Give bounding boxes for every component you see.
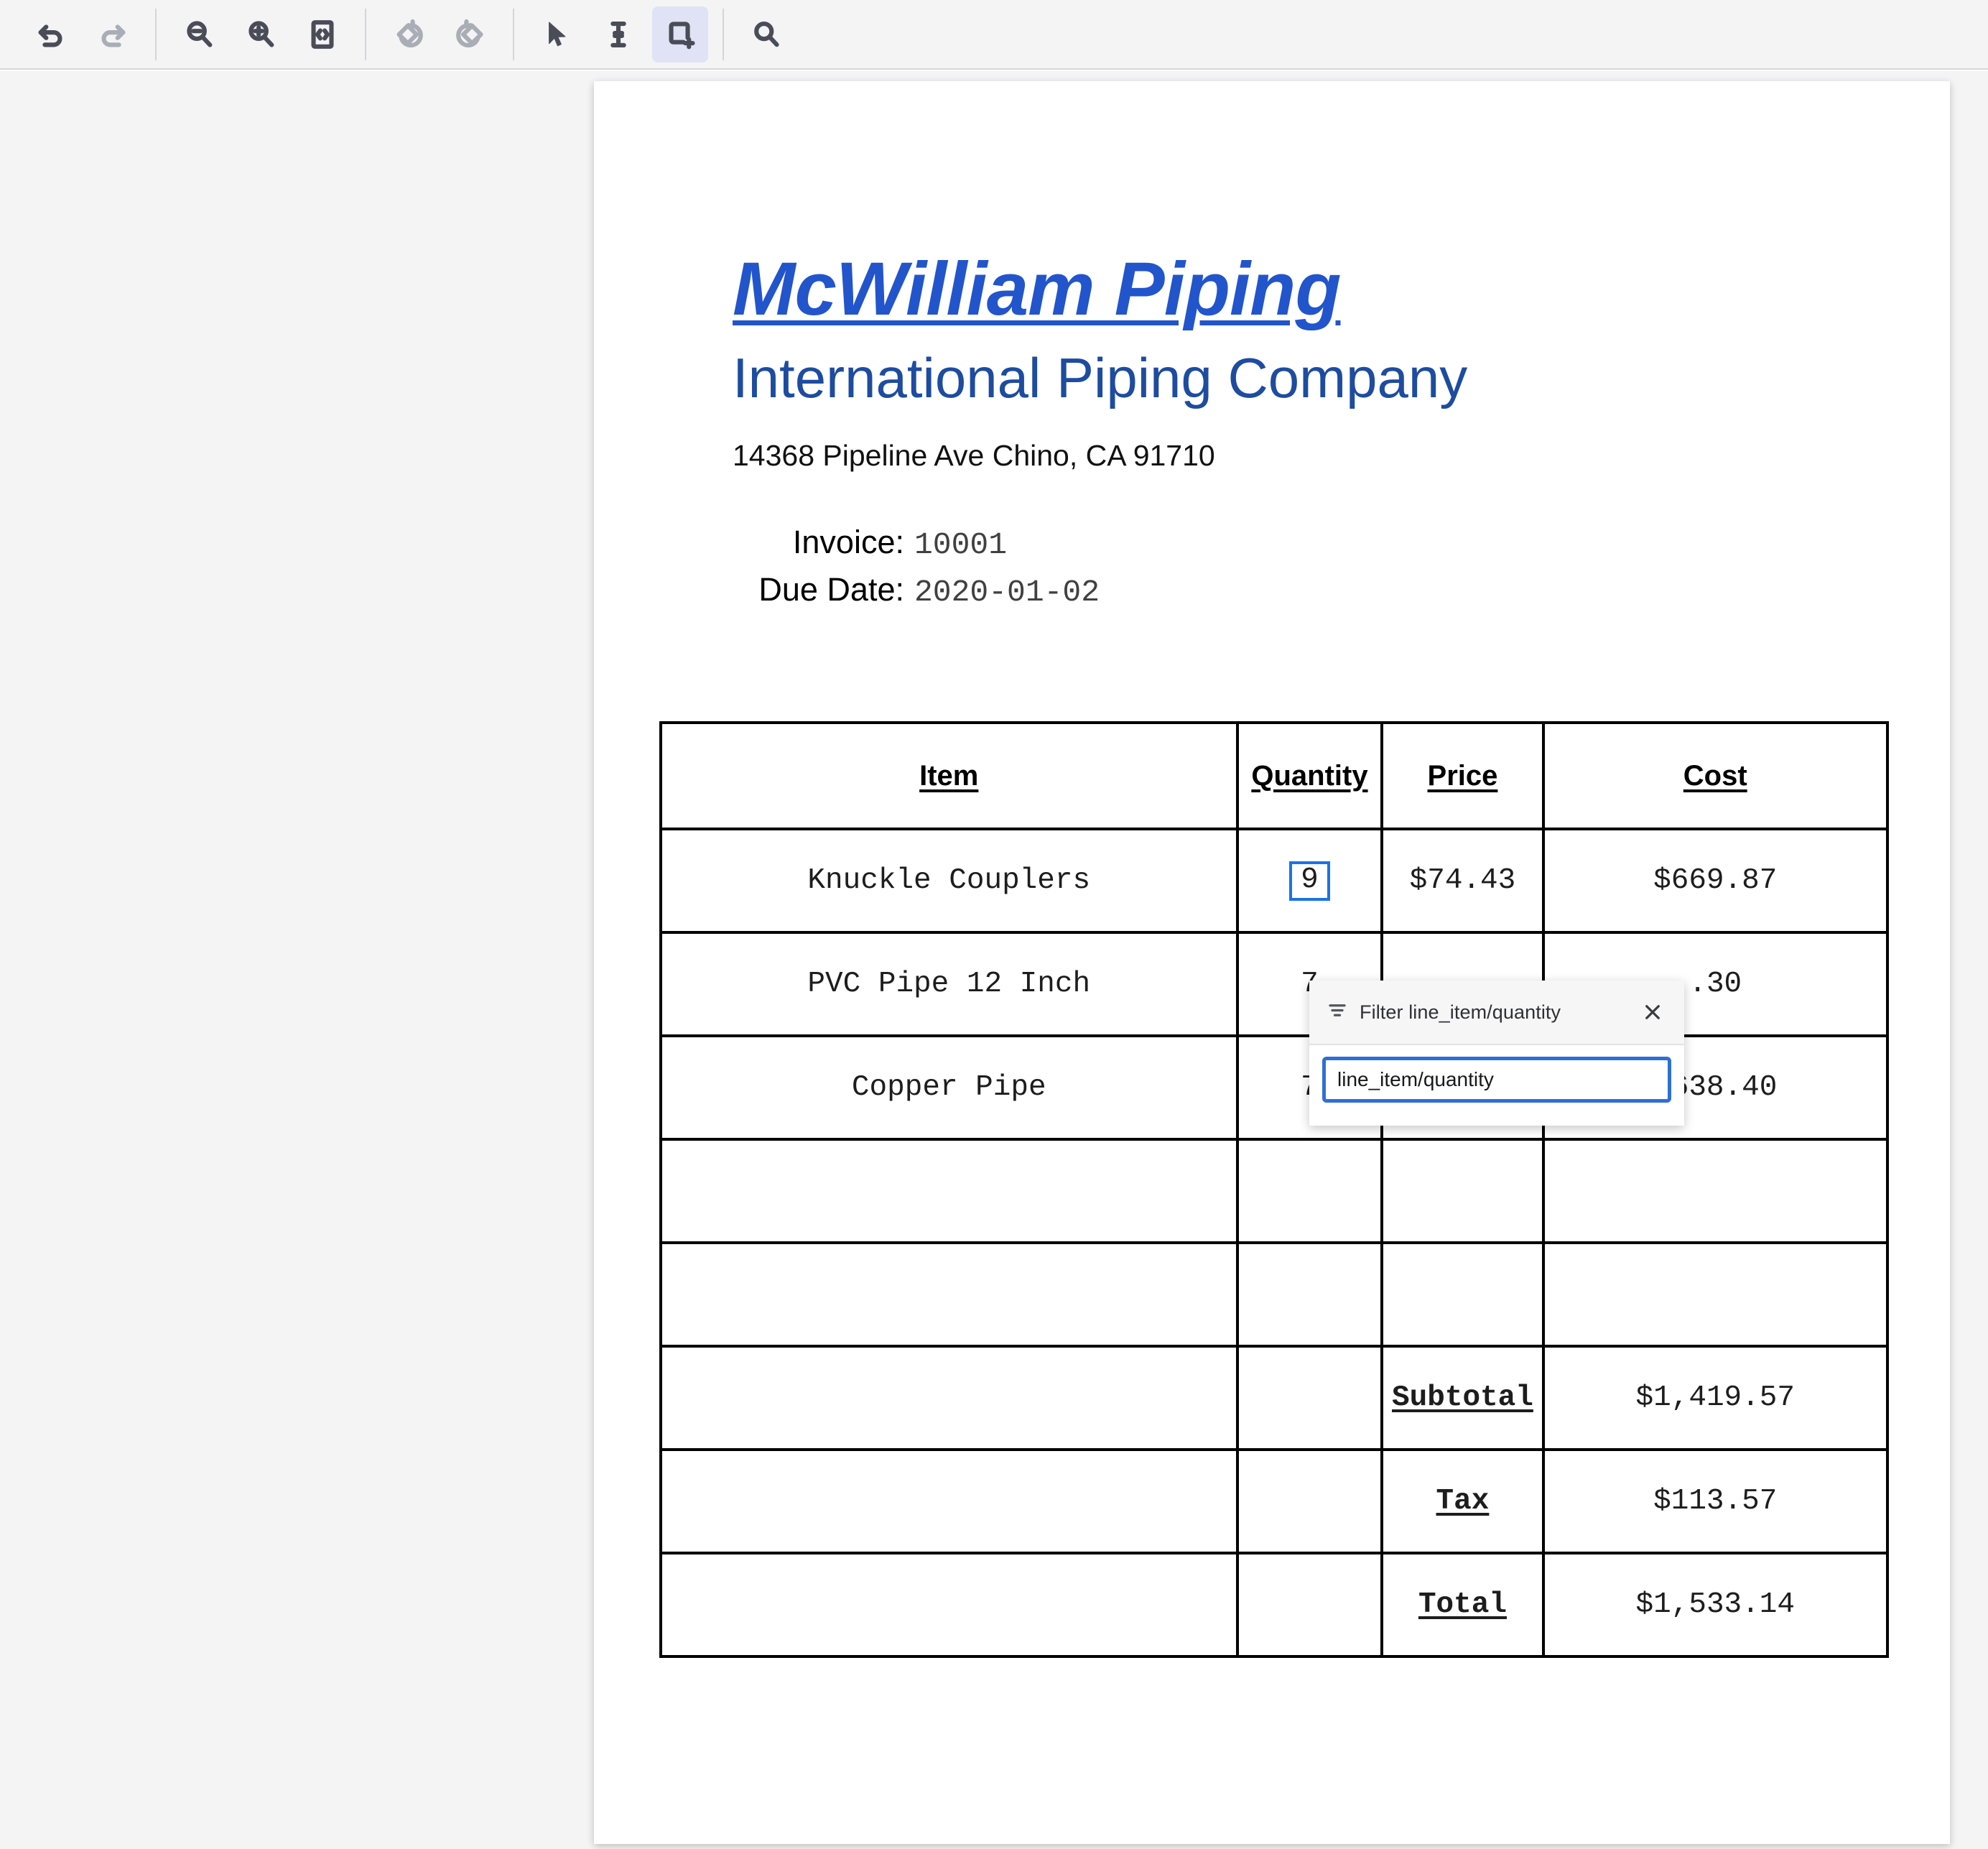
company-address: 14368 Pipeline Ave Chino, CA 91710 xyxy=(733,439,1215,472)
column-header-item[interactable]: Item xyxy=(659,721,1239,830)
due-date-label: Due Date: xyxy=(758,571,904,608)
cell-price[interactable]: $74.43 xyxy=(1380,828,1545,934)
add-region-icon xyxy=(664,18,697,51)
due-date-value: 2020-01-02 xyxy=(914,575,1100,610)
company-name: McWilliam Piping xyxy=(733,247,1341,331)
close-icon[interactable] xyxy=(1637,996,1668,1028)
document-canvas[interactable]: McWilliam Piping International Piping Co… xyxy=(0,71,1988,1849)
toolbar xyxy=(0,0,1988,70)
table-row-tax[interactable]: Tax $113.57 xyxy=(659,1448,1889,1554)
undo-button[interactable] xyxy=(23,6,79,62)
cell-item[interactable]: PVC Pipe 12 Inch xyxy=(659,931,1239,1037)
table-row-subtotal[interactable]: Subtotal $1,419.57 xyxy=(659,1345,1889,1451)
zoom-out-icon xyxy=(182,18,215,51)
toolbar-separator-1 xyxy=(155,8,157,60)
cell-cost[interactable] xyxy=(1541,1241,1889,1348)
fit-page-icon xyxy=(306,18,339,51)
toolbar-group-tools xyxy=(526,0,711,68)
table-row[interactable]: Knuckle Couplers 9 $74.43 $669.87 xyxy=(659,828,1889,934)
tax-label[interactable]: Tax xyxy=(1380,1448,1545,1554)
cell-empty[interactable] xyxy=(1235,1345,1384,1451)
invoice-document: McWilliam Piping International Piping Co… xyxy=(594,81,1950,1844)
rotate-left-icon xyxy=(392,18,425,51)
rotate-right-button[interactable] xyxy=(442,6,498,62)
cell-quantity[interactable]: 9 xyxy=(1235,828,1384,934)
invoice-number-label: Invoice: xyxy=(792,524,904,560)
invoice-number-value: 10001 xyxy=(914,527,1008,562)
filter-popup-field-name: line_item/quantity xyxy=(1408,1001,1561,1023)
column-header-price[interactable]: Price xyxy=(1380,721,1545,830)
company-subtitle: International Piping Company xyxy=(733,346,1468,409)
search-button[interactable] xyxy=(738,6,794,62)
cell-empty[interactable] xyxy=(1235,1448,1384,1554)
zoom-in-icon xyxy=(244,18,277,51)
cursor-arrow-icon xyxy=(540,18,573,51)
table-row[interactable]: PVC Pipe 12 Inch 7 .30 xyxy=(659,931,1889,1037)
table-row[interactable] xyxy=(659,1241,1889,1348)
cell-empty[interactable] xyxy=(659,1448,1239,1554)
filter-popup-title-prefix: Filter xyxy=(1360,1001,1409,1023)
zoom-in-button[interactable] xyxy=(233,6,289,62)
zoom-out-button[interactable] xyxy=(171,6,227,62)
cell-empty[interactable] xyxy=(1235,1552,1384,1658)
region-tool-button[interactable] xyxy=(652,6,708,62)
toolbar-separator-2 xyxy=(365,8,366,60)
select-tool-button[interactable] xyxy=(529,6,585,62)
cell-item[interactable] xyxy=(659,1138,1239,1244)
cell-cost[interactable]: .30 xyxy=(1541,931,1889,1037)
subtotal-value[interactable]: $1,419.57 xyxy=(1541,1345,1889,1451)
text-tool-button[interactable] xyxy=(590,6,646,62)
cell-cost[interactable] xyxy=(1541,1138,1889,1244)
filter-icon xyxy=(1327,1000,1348,1025)
fit-width-button[interactable] xyxy=(294,6,350,62)
table-row[interactable] xyxy=(659,1138,1889,1244)
cell-item[interactable]: Knuckle Couplers xyxy=(659,828,1239,934)
toolbar-group-rotate xyxy=(378,0,501,68)
redo-button[interactable] xyxy=(85,6,141,62)
cell-empty[interactable] xyxy=(659,1552,1239,1658)
invoice-number-row: Invoice: 10001 xyxy=(733,524,1007,562)
cell-quantity[interactable] xyxy=(1235,1241,1384,1348)
column-header-cost[interactable]: Cost xyxy=(1541,721,1889,830)
due-date-row: Due Date: 2020-01-02 xyxy=(733,571,1100,610)
cell-price[interactable] xyxy=(1380,1138,1545,1244)
text-cursor-icon xyxy=(602,18,635,51)
filter-popup-body xyxy=(1309,1045,1684,1126)
rotate-left-button[interactable] xyxy=(381,6,437,62)
filter-popup-title: Filter line_item/quantity xyxy=(1360,1001,1637,1024)
toolbar-group-history xyxy=(20,0,144,68)
subtotal-label[interactable]: Subtotal xyxy=(1380,1345,1545,1451)
selected-quantity-cell[interactable]: 9 xyxy=(1289,861,1330,901)
invoice-line-items-table[interactable]: Item Quantity Price Cost Knuckle Coupler… xyxy=(659,721,1889,1658)
column-header-quantity[interactable]: Quantity xyxy=(1235,721,1384,830)
table-row[interactable]: Copper Pipe 7 $91.20 $638.40 xyxy=(659,1034,1889,1141)
filter-value-input[interactable] xyxy=(1322,1057,1671,1103)
toolbar-separator-4 xyxy=(723,8,724,60)
document-page[interactable]: McWilliam Piping International Piping Co… xyxy=(594,81,1950,1844)
cell-item[interactable] xyxy=(659,1241,1239,1348)
cell-item[interactable]: Copper Pipe xyxy=(659,1034,1239,1141)
cell-cost[interactable]: $669.87 xyxy=(1541,828,1889,934)
filter-popup-header: Filter line_item/quantity xyxy=(1309,981,1684,1045)
table-row-total[interactable]: Total $1,533.14 xyxy=(659,1552,1889,1658)
filter-popup[interactable]: Filter line_item/quantity xyxy=(1309,981,1684,1126)
toolbar-left-padding xyxy=(7,9,9,60)
cell-quantity[interactable] xyxy=(1235,1138,1384,1244)
total-label[interactable]: Total xyxy=(1380,1552,1545,1658)
cell-empty[interactable] xyxy=(659,1345,1239,1451)
rotate-right-icon xyxy=(454,18,487,51)
search-icon xyxy=(750,18,783,51)
toolbar-group-zoom xyxy=(168,0,353,68)
toolbar-group-search xyxy=(735,0,797,68)
total-value[interactable]: $1,533.14 xyxy=(1541,1552,1889,1658)
table-header-row: Item Quantity Price Cost xyxy=(659,721,1889,830)
toolbar-separator-3 xyxy=(513,8,514,60)
cell-price[interactable] xyxy=(1380,1241,1545,1348)
tax-value[interactable]: $113.57 xyxy=(1541,1448,1889,1554)
undo-icon xyxy=(34,18,68,51)
redo-icon xyxy=(96,18,129,51)
